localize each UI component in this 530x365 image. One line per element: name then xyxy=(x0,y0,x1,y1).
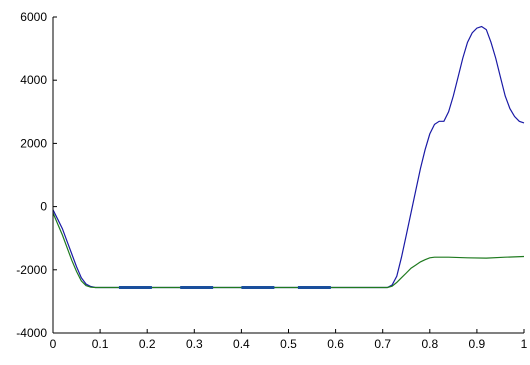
x-tick-label: 0.9 xyxy=(469,337,486,351)
y-tick-label: 6000 xyxy=(20,10,47,24)
x-tick-label: 1 xyxy=(521,337,528,351)
x-tick-label: 0.2 xyxy=(139,337,156,351)
series-line-1 xyxy=(52,25,525,289)
x-tick-label: 0.1 xyxy=(92,337,109,351)
y-tick-label: -2000 xyxy=(16,263,47,277)
x-tick-label: 0.6 xyxy=(327,337,344,351)
plot-lines xyxy=(52,25,525,289)
series-line-2 xyxy=(52,212,525,289)
x-tick-label: 0.4 xyxy=(233,337,250,351)
x-tick-label: 0.5 xyxy=(280,337,297,351)
y-tick-label: 0 xyxy=(40,200,47,214)
y-tick-label: 2000 xyxy=(20,136,47,150)
y-tick-label: 4000 xyxy=(20,73,47,87)
x-tick-label: 0.3 xyxy=(186,337,203,351)
x-tick-label: 0.7 xyxy=(374,337,391,351)
x-tick-label: 0.8 xyxy=(421,337,438,351)
x-tick-label: 0 xyxy=(50,337,57,351)
y-tick-label: -4000 xyxy=(16,326,47,340)
axes: 0 0.1 0.2 0.3 0.4 0.5 0.6 0.7 0.8 0.9 1 -4000 -2000 0… xyxy=(16,10,527,351)
